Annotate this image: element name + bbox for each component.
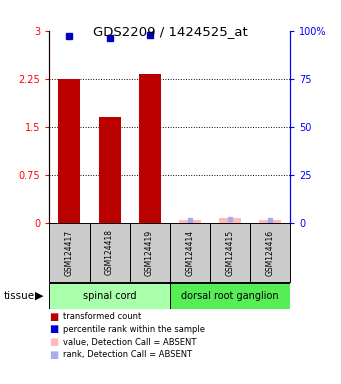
Bar [49, 223, 89, 282]
Text: ■: ■ [49, 337, 59, 347]
Bar [49, 283, 169, 309]
Text: GSM124414: GSM124414 [185, 229, 194, 276]
Bar [99, 117, 121, 223]
Bar [259, 220, 281, 223]
Bar [210, 223, 250, 282]
Bar [130, 223, 169, 282]
Bar [58, 79, 80, 223]
Text: ■: ■ [49, 312, 59, 322]
Bar [169, 283, 290, 309]
Text: percentile rank within the sample: percentile rank within the sample [63, 325, 205, 334]
Text: ▶: ▶ [35, 291, 43, 301]
Bar [169, 223, 210, 282]
Text: GSM124416: GSM124416 [265, 229, 274, 276]
Text: ■: ■ [49, 324, 59, 334]
Text: GDS2209 / 1424525_at: GDS2209 / 1424525_at [93, 25, 248, 38]
Bar [89, 223, 130, 282]
Text: GSM124419: GSM124419 [145, 229, 154, 276]
Bar [250, 223, 290, 282]
Bar [219, 218, 241, 223]
Text: GSM124418: GSM124418 [105, 230, 114, 275]
Text: value, Detection Call = ABSENT: value, Detection Call = ABSENT [63, 338, 196, 347]
Text: tissue: tissue [3, 291, 34, 301]
Text: GSM124417: GSM124417 [65, 229, 74, 276]
Bar [179, 220, 201, 223]
Text: ■: ■ [49, 350, 59, 360]
Text: spinal cord: spinal cord [83, 291, 136, 301]
Text: GSM124415: GSM124415 [225, 229, 234, 276]
Text: dorsal root ganglion: dorsal root ganglion [181, 291, 279, 301]
Bar [138, 74, 161, 223]
Text: rank, Detection Call = ABSENT: rank, Detection Call = ABSENT [63, 350, 192, 359]
Text: transformed count: transformed count [63, 312, 141, 321]
